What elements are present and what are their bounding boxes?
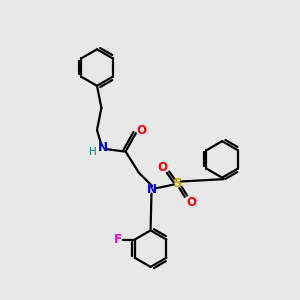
Text: O: O: [187, 196, 196, 208]
Text: S: S: [173, 177, 183, 190]
Text: N: N: [147, 183, 157, 196]
Text: O: O: [158, 161, 167, 174]
Text: F: F: [114, 233, 122, 246]
Text: N: N: [98, 141, 108, 154]
Text: H: H: [89, 147, 97, 157]
Text: O: O: [136, 124, 146, 137]
